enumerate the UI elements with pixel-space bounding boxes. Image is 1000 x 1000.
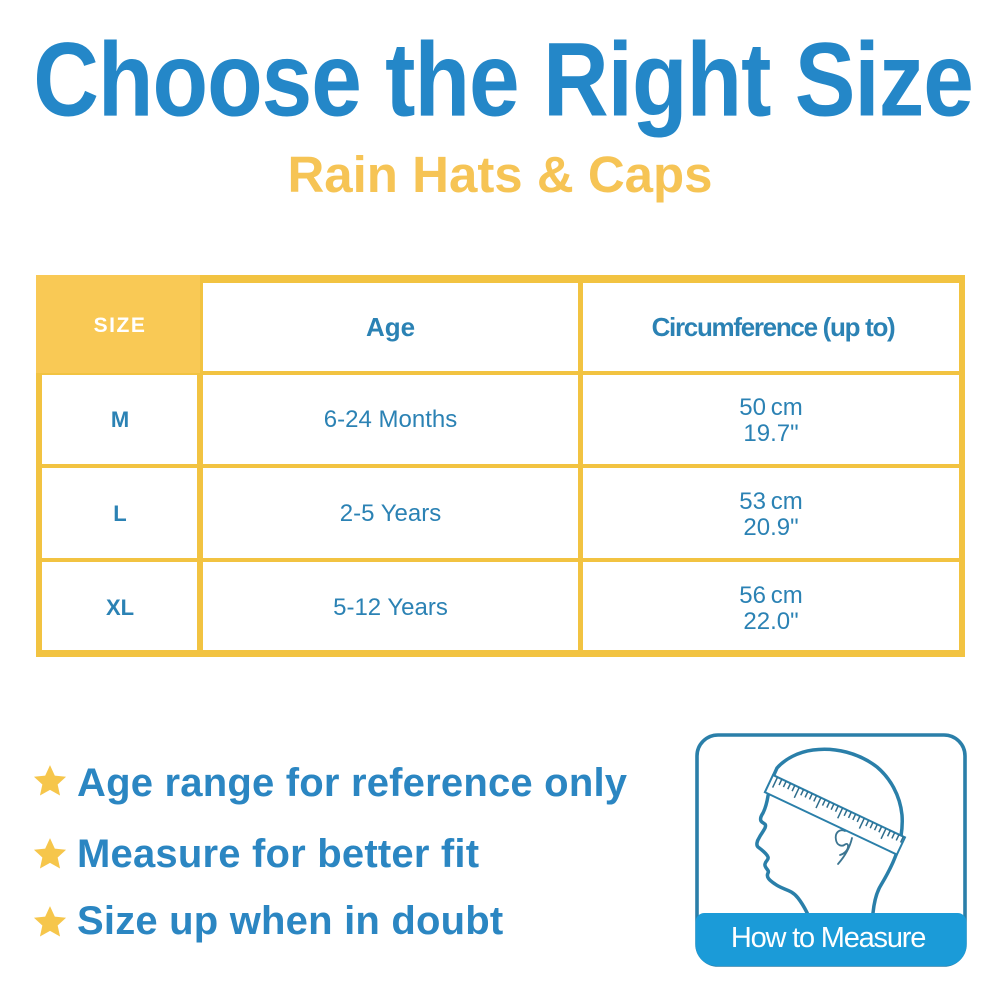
svg-text:How to Measure: How to Measure xyxy=(731,922,925,954)
